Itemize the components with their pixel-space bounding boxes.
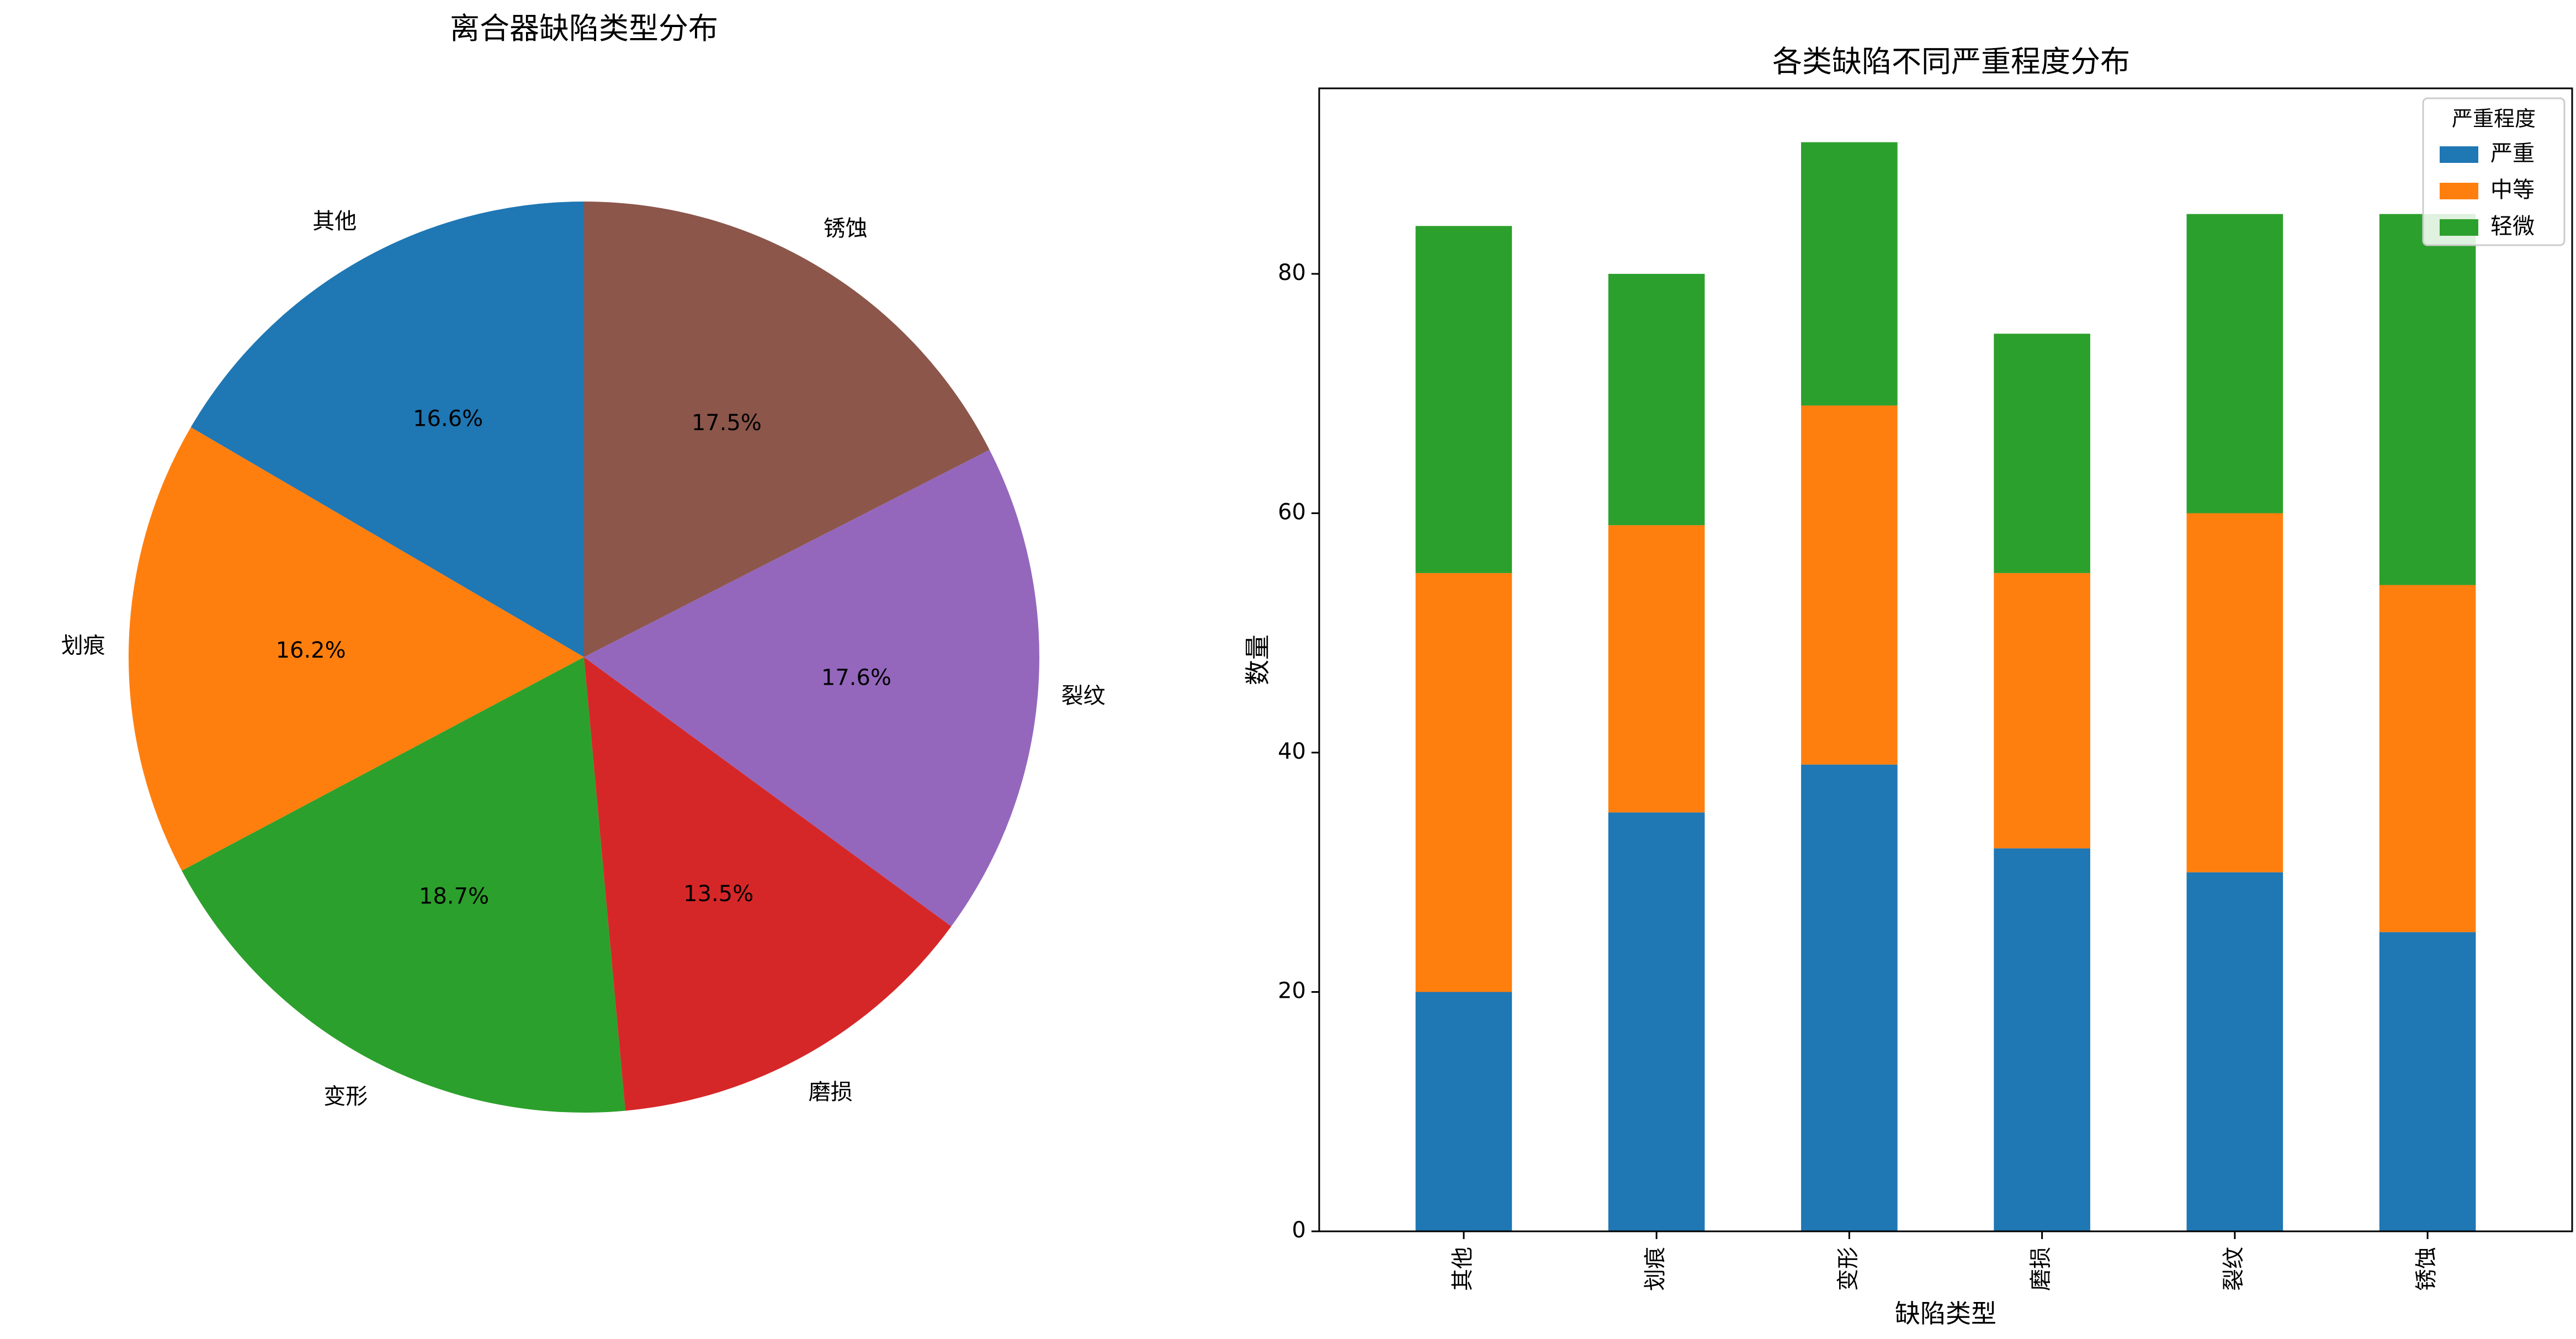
bar-0-5: [2379, 932, 2476, 1231]
legend-label-0: 严重: [2490, 141, 2535, 166]
bar-chart: 各类缺陷不同严重程度分布 0 20 40 60 80 其他 划痕 变形 磨损 裂纹 锈蚀 数量 缺…: [1243, 44, 2573, 1329]
pie-category-label-4: 裂纹: [1061, 684, 1106, 709]
y-axis: 0 20 40 60 80: [1278, 260, 1319, 1243]
y-axis-label: 数量: [1243, 634, 1273, 685]
x-tick-label-5: 锈蚀: [2414, 1247, 2439, 1291]
bar-title: 各类缺陷不同严重程度分布: [1772, 44, 2130, 79]
bar-0-3: [1994, 848, 2090, 1231]
bar-2-0: [1415, 226, 1512, 573]
pie-pct-label-2: 18.7%: [419, 883, 489, 909]
pie-labels: 16.6% 其他 16.2% 划痕 18.7% 变形 13.5% 磨损 17.6% 裂纹 17.5%…: [61, 209, 1106, 1109]
bar-2-1: [1608, 273, 1705, 526]
pie-category-label-0: 其他: [312, 209, 357, 234]
bar-1-4: [2186, 513, 2283, 872]
bar-0-0: [1415, 992, 1512, 1231]
legend-label-1: 中等: [2490, 177, 2535, 203]
pie-pct-label-1: 16.2%: [276, 638, 346, 663]
bar-0-4: [2186, 872, 2283, 1231]
pie-category-label-3: 磨损: [809, 1079, 853, 1105]
legend-swatch-1: [2440, 183, 2478, 199]
bar-0-2: [1801, 764, 1898, 1231]
legend-swatch-0: [2440, 146, 2478, 163]
pie-slice-1: [128, 427, 584, 871]
legend-box: [2422, 97, 2566, 246]
legend-title: 严重程度: [2452, 107, 2536, 131]
bar-2-4: [2186, 214, 2283, 514]
y-tick-label-2: 40: [1278, 739, 1306, 764]
pie-pct-label-5: 17.5%: [692, 410, 762, 436]
pie-pct-label-0: 16.6%: [413, 406, 483, 432]
bar-2-2: [1801, 142, 1898, 406]
x-tick-label-0: 其他: [1450, 1247, 1475, 1291]
bar-1-3: [1994, 573, 2090, 849]
bar-2-3: [1994, 334, 2090, 573]
x-tick-label-1: 划痕: [1643, 1247, 1668, 1291]
bar-2-5: [2379, 214, 2476, 585]
bar-1-0: [1415, 573, 1512, 992]
bar-stacks: [1415, 142, 2476, 1231]
plot-frame: [1318, 87, 2573, 1232]
x-axis-label: 缺陷类型: [1895, 1299, 1996, 1329]
pie-slice-3: [584, 657, 952, 1111]
y-tick-label-1: 20: [1278, 978, 1306, 1003]
y-tick-label-4: 80: [1278, 260, 1306, 285]
pie-chart: 离合器缺陷类型分布 16.6% 其他 16.2% 划痕 18.7% 变形 13.5% 磨损 17…: [61, 11, 1106, 1113]
pie-category-label-2: 变形: [323, 1084, 368, 1109]
bar-1-1: [1608, 525, 1705, 813]
pie-pct-label-4: 17.6%: [821, 665, 891, 691]
pie-category-label-5: 锈蚀: [824, 216, 868, 241]
x-axis: 其他 划痕 变形 磨损 裂纹 锈蚀: [1450, 1231, 2439, 1291]
pie-slices: [128, 202, 1039, 1113]
pie-slice-0: [190, 202, 584, 657]
pie-category-label-1: 划痕: [61, 633, 105, 658]
legend-label-2: 轻微: [2490, 214, 2535, 239]
pie-pct-label-3: 13.5%: [683, 881, 753, 907]
pie-slice-2: [182, 657, 625, 1113]
x-tick-label-2: 变形: [1835, 1247, 1861, 1291]
pie-title: 离合器缺陷类型分布: [450, 11, 718, 46]
y-tick-label-3: 60: [1278, 499, 1306, 525]
bar-0-1: [1608, 812, 1705, 1231]
pie-slice-4: [584, 449, 1039, 927]
bar-1-2: [1801, 405, 1898, 765]
x-tick-label-3: 磨损: [2028, 1247, 2054, 1291]
x-tick-label-4: 裂纹: [2221, 1247, 2246, 1291]
y-tick-label-0: 0: [1292, 1218, 1306, 1243]
pie-slice-5: [584, 202, 990, 657]
bar-1-5: [2379, 585, 2476, 933]
legend-swatch-2: [2440, 219, 2478, 236]
